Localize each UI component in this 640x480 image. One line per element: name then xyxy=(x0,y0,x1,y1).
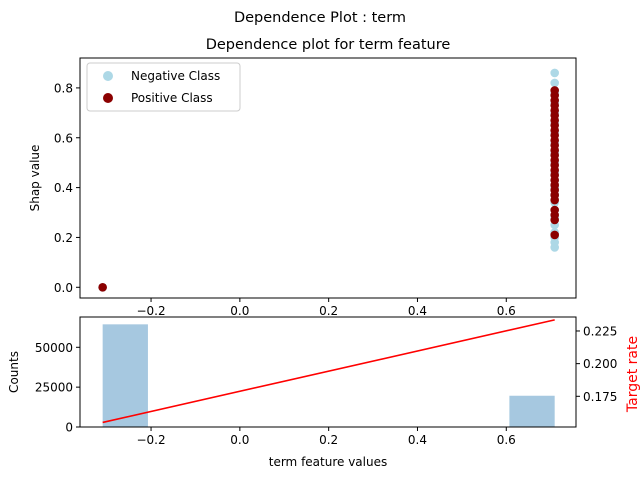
figure-suptitle: Dependence Plot : term xyxy=(234,10,406,26)
scatter-point-positive xyxy=(98,282,107,292)
scatter-y-axis-label: Shap value xyxy=(28,145,42,212)
scatter-legend: Negative Class Positive Class xyxy=(86,62,241,112)
scatter-x-tick-label: 0.0 xyxy=(230,304,249,318)
histogram-x-axis-label: term feature values xyxy=(269,455,387,469)
scatter-point-negative xyxy=(550,68,559,78)
legend-marker-positive xyxy=(103,93,113,103)
scatter-point-positive xyxy=(550,230,559,240)
histogram-bars xyxy=(102,324,555,427)
histogram-x-tick-label: −0.2 xyxy=(136,433,165,447)
legend-label-negative: Negative Class xyxy=(131,69,220,83)
scatter-point-negative xyxy=(550,78,559,88)
histogram-y2-tick-label: 0.175 xyxy=(583,390,617,404)
histogram-frame xyxy=(79,316,577,428)
scatter-x-tick-label: 0.2 xyxy=(319,304,338,318)
histogram-x-tick-label: 0.6 xyxy=(497,433,516,447)
histogram-x-ticks: −0.2 0.0 0.2 0.4 0.6 xyxy=(136,427,516,447)
histogram-y-tick-label: 50000 xyxy=(35,341,73,355)
legend-marker-negative xyxy=(103,71,113,81)
histogram-x-tick-label: 0.0 xyxy=(230,433,249,447)
scatter-x-tick-label: 0.6 xyxy=(497,304,516,318)
histogram-x-tick-label: 0.4 xyxy=(408,433,427,447)
histogram-x-tick-label: 0.2 xyxy=(319,433,338,447)
histogram-y-axis-label: Counts xyxy=(7,351,21,393)
scatter-point-positive xyxy=(550,205,559,215)
histogram-y2-axis-label: Target rate xyxy=(625,336,640,413)
scatter-title: Dependence plot for term feature xyxy=(206,37,451,53)
scatter-marks xyxy=(98,68,559,292)
histogram-y2-tick-label: 0.200 xyxy=(583,357,617,371)
scatter-y-tick-label: 0.6 xyxy=(54,131,73,145)
scatter-y-tick-label: 0.4 xyxy=(54,181,73,195)
scatter-y-ticks: 0.0 0.2 0.4 0.6 0.8 xyxy=(54,81,80,295)
histogram-y2-tick-label: 0.225 xyxy=(583,324,617,338)
dependence-scatter-panel: Dependence plot for term feature −0.2 0.0… xyxy=(28,37,577,318)
histogram-y-ticks: 0 25000 50000 xyxy=(35,341,80,435)
histogram-bar xyxy=(102,324,148,427)
histogram-y2-ticks: 0.175 0.200 0.225 xyxy=(576,324,617,404)
legend-box xyxy=(86,62,241,112)
scatter-x-tick-label: 0.4 xyxy=(408,304,427,318)
scatter-y-tick-label: 0.2 xyxy=(54,231,73,245)
target-rate-line-group xyxy=(102,319,555,424)
histogram-y-tick-label: 0 xyxy=(65,421,73,435)
histogram-bar xyxy=(509,395,555,427)
scatter-y-tick-label: 0.8 xyxy=(54,81,73,95)
scatter-x-tick-label: −0.2 xyxy=(136,304,165,318)
scatter-point-positive xyxy=(550,86,559,95)
scatter-x-ticks: −0.2 0.0 0.2 0.4 0.6 xyxy=(136,298,516,318)
target-rate-line xyxy=(102,319,555,424)
histogram-y-tick-label: 25000 xyxy=(35,381,73,395)
legend-label-positive: Positive Class xyxy=(131,91,213,105)
scatter-y-tick-label: 0.0 xyxy=(54,281,73,295)
